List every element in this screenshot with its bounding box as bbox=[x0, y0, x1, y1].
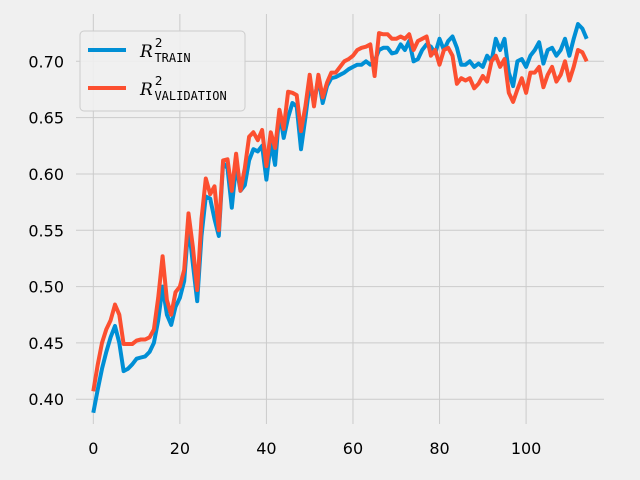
series-layer bbox=[91, 22, 589, 414]
x-tick-label: 80 bbox=[429, 439, 449, 458]
y-tick-label: 0.70 bbox=[28, 52, 64, 71]
y-tick-label: 0.55 bbox=[28, 221, 64, 240]
x-tick-label: 100 bbox=[511, 439, 542, 458]
legend-entry: R 2 TRAIN bbox=[139, 36, 191, 65]
y-tick-label: 0.45 bbox=[28, 334, 64, 353]
x-tick-label: 60 bbox=[343, 439, 363, 458]
y-tick-label: 0.60 bbox=[28, 165, 64, 184]
x-tick-label: 0 bbox=[88, 439, 98, 458]
x-tick-label: 40 bbox=[256, 439, 276, 458]
x-tick-label: 20 bbox=[170, 439, 190, 458]
legend: R 2 TRAIN R 2 VALIDATION bbox=[79, 30, 246, 112]
tick-labels: 0 20 40 60 80 100 0.40 0.45 0.50 0.55 0.60 0.65 0.70 bbox=[28, 52, 541, 458]
y-tick-label: 0.65 bbox=[28, 109, 64, 128]
y-tick-label: 0.50 bbox=[28, 278, 64, 297]
series-line-validation bbox=[91, 31, 589, 392]
legend-entry: R 2 VALIDATION bbox=[139, 74, 227, 103]
y-tick-label: 0.40 bbox=[28, 390, 64, 409]
series-line-train bbox=[91, 22, 589, 414]
